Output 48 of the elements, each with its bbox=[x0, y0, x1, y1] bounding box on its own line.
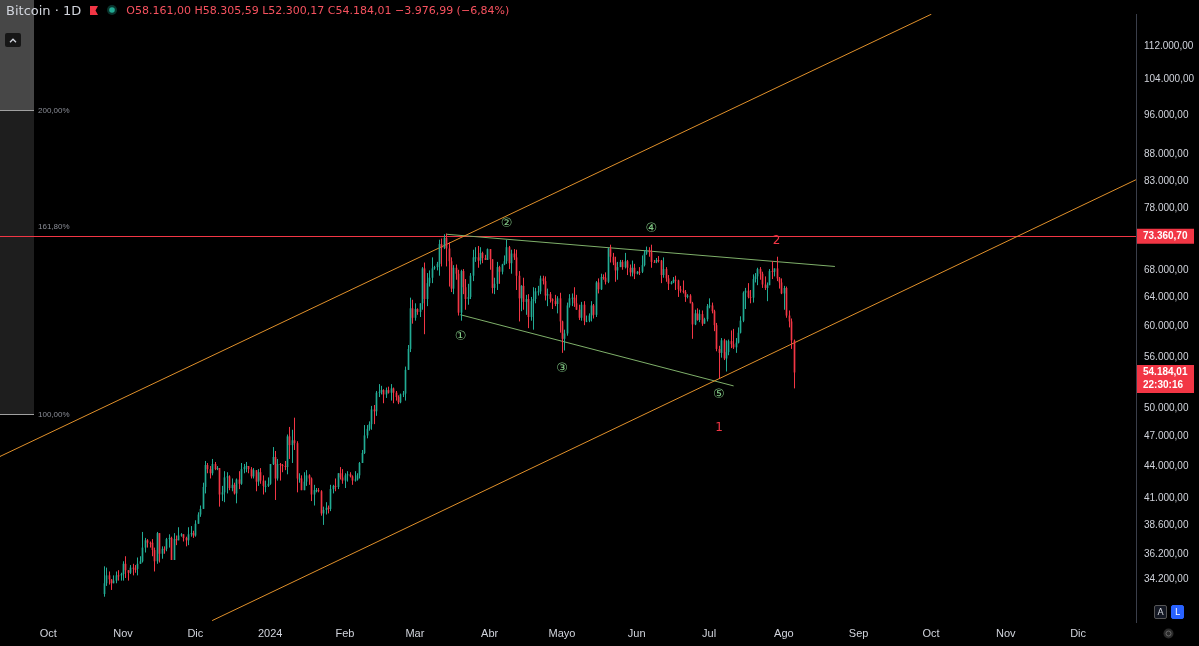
y-tick-label: 64.000,00 bbox=[1144, 291, 1189, 303]
x-tick-label: Ago bbox=[774, 626, 794, 639]
annotation: 100,00% bbox=[38, 410, 70, 420]
y-tick-label: 78.000,00 bbox=[1144, 202, 1189, 214]
toggle-button: A bbox=[1154, 605, 1167, 619]
y-tick-label: 36.200,00 bbox=[1144, 547, 1189, 559]
x-tick-label: Mayo bbox=[548, 626, 576, 639]
x-tick-label: Jun bbox=[627, 626, 646, 639]
y-tick-label: 41.000,00 bbox=[1144, 491, 1189, 503]
chart-title: Bitcoin · 1D bbox=[6, 2, 82, 18]
annotation: 200,00% bbox=[38, 106, 70, 116]
x-tick-label: Feb bbox=[335, 626, 355, 639]
y-tick-label: 38.600,00 bbox=[1144, 518, 1189, 530]
y-tick-label: 112.000,00 bbox=[1144, 39, 1194, 51]
x-tick-label: Oct bbox=[39, 626, 57, 639]
x-tick-label: Nov bbox=[113, 626, 134, 639]
y-tick-label: 56.000,00 bbox=[1144, 351, 1189, 363]
annotation: ① bbox=[454, 328, 467, 344]
toggle-button: L bbox=[1171, 605, 1184, 619]
y-tick-label: 68.000,00 bbox=[1144, 264, 1189, 276]
y-tick-label: 60.000,00 bbox=[1144, 320, 1189, 332]
y-tick-label: 44.000,00 bbox=[1144, 459, 1189, 471]
text: 22:30:16 bbox=[1143, 379, 1184, 391]
x-tick-label: Mar bbox=[405, 626, 425, 639]
x-tick-label: Oct bbox=[922, 626, 940, 639]
annotation: ③ bbox=[556, 360, 568, 376]
annotation: ⑤ bbox=[712, 385, 725, 401]
annotation: ② bbox=[500, 215, 513, 231]
y-tick-label: 50.000,00 bbox=[1144, 402, 1189, 414]
y-tick-label: 34.200,00 bbox=[1144, 573, 1189, 585]
x-tick-label: Dic bbox=[1070, 626, 1087, 639]
x-tick-label: 2024 bbox=[257, 626, 283, 639]
annotation: 1 bbox=[715, 420, 723, 434]
x-tick-label: Sep bbox=[848, 626, 869, 639]
y-tick-label: 47.000,00 bbox=[1144, 430, 1189, 442]
y-tick-label: 83.000,00 bbox=[1144, 174, 1189, 186]
annotation: 161,80% bbox=[38, 222, 70, 232]
x-tick-label: Abr bbox=[481, 626, 499, 639]
y-tick-label: 88.000,00 bbox=[1144, 148, 1189, 160]
chart-subtitle: O58.161,00 H58.305,59 L52.300,17 C54.184,01 −3.976,99 (−6,84%) bbox=[126, 3, 510, 17]
ref-line-label: 73.360,70 bbox=[1143, 230, 1188, 242]
annotation: ④ bbox=[645, 220, 658, 236]
x-tick-label: Dic bbox=[187, 626, 204, 639]
text: 54.184,01 bbox=[1143, 366, 1188, 378]
y-tick-label: 96.000,00 bbox=[1144, 109, 1189, 121]
y-tick-label: 104.000,00 bbox=[1144, 73, 1195, 85]
x-tick-label: Jul bbox=[702, 626, 717, 639]
x-tick-label: Nov bbox=[995, 626, 1017, 639]
